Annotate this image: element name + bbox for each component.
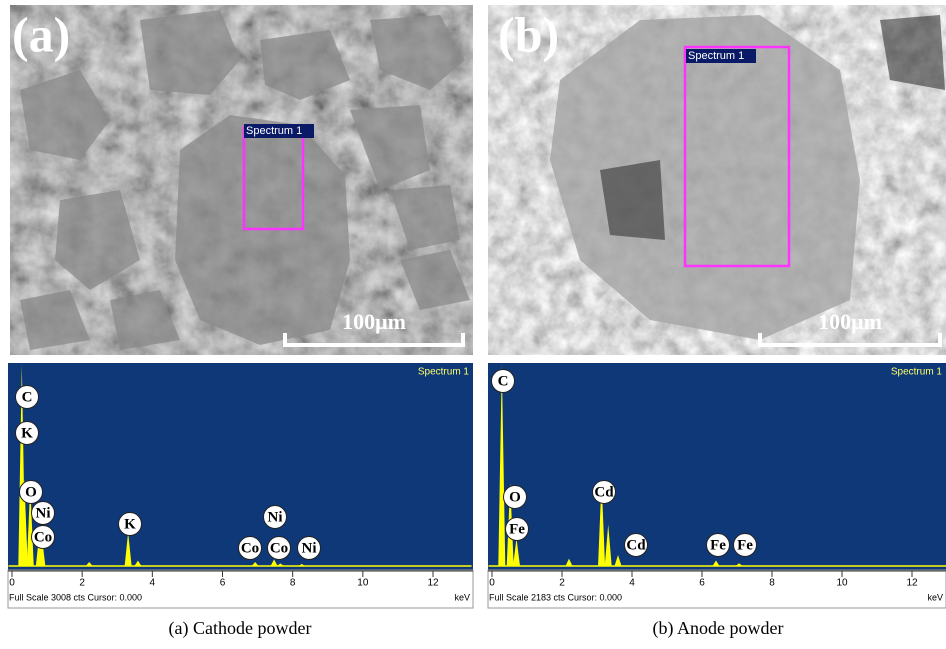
panel-label: (b) <box>498 6 559 62</box>
status-text: Full Scale 2183 cts Cursor: 0.000 <box>489 592 622 602</box>
element-label: Co <box>241 540 259 556</box>
element-label: Co <box>34 529 52 545</box>
element-label: C <box>498 373 509 389</box>
element-label: Ni <box>36 505 51 521</box>
element-label: Fe <box>737 537 753 553</box>
spectrum-bg <box>8 363 473 570</box>
element-label: Cd <box>626 537 646 553</box>
element-label: C <box>22 389 33 405</box>
element-label: Ni <box>268 509 283 525</box>
caption: (a) Cathode powder <box>169 618 312 639</box>
x-tick-label: 2 <box>79 578 85 589</box>
x-tick-label: 4 <box>150 578 156 589</box>
element-label: Co <box>270 540 288 556</box>
x-tick-label: 8 <box>290 578 296 589</box>
element-label: K <box>21 425 33 441</box>
panel-label: (a) <box>12 6 70 62</box>
x-tick-label: 4 <box>629 578 635 589</box>
x-tick-label: 2 <box>559 578 565 589</box>
x-unit: keV <box>927 592 943 602</box>
sem-image <box>10 5 473 355</box>
x-unit: keV <box>454 592 470 602</box>
spectrum-tag: Spectrum 1 <box>246 125 302 137</box>
x-tick-label: 0 <box>9 578 15 589</box>
x-tick-label: 10 <box>836 578 848 589</box>
element-label: O <box>25 484 37 500</box>
element-label: K <box>124 516 136 532</box>
x-tick-label: 12 <box>427 578 439 589</box>
spectrum-tag: Spectrum 1 <box>688 50 744 62</box>
x-tick-label: 8 <box>769 578 775 589</box>
x-tick-label: 0 <box>489 578 495 589</box>
scale-bar-label: 100μm <box>342 309 406 334</box>
element-label: Fe <box>710 537 726 553</box>
element-label: Cd <box>594 484 614 500</box>
caption: (b) Anode powder <box>653 618 784 639</box>
figure: (a) Spectrum 1 100μm Spectrum 1 C K O Ni Co K Ni Co… <box>0 0 946 644</box>
x-tick-label: 10 <box>357 578 369 589</box>
element-label: Ni <box>302 540 317 556</box>
x-tick-label: 12 <box>906 578 918 589</box>
spectrum-title: Spectrum 1 <box>891 367 943 378</box>
element-label: O <box>509 489 521 505</box>
status-text: Full Scale 3008 cts Cursor: 0.000 <box>9 592 142 602</box>
element-label: Fe <box>509 521 525 537</box>
spectrum-title: Spectrum 1 <box>418 367 470 378</box>
x-tick-label: 6 <box>699 578 705 589</box>
x-tick-label: 6 <box>220 578 226 589</box>
scale-bar-label: 100μm <box>818 309 882 334</box>
